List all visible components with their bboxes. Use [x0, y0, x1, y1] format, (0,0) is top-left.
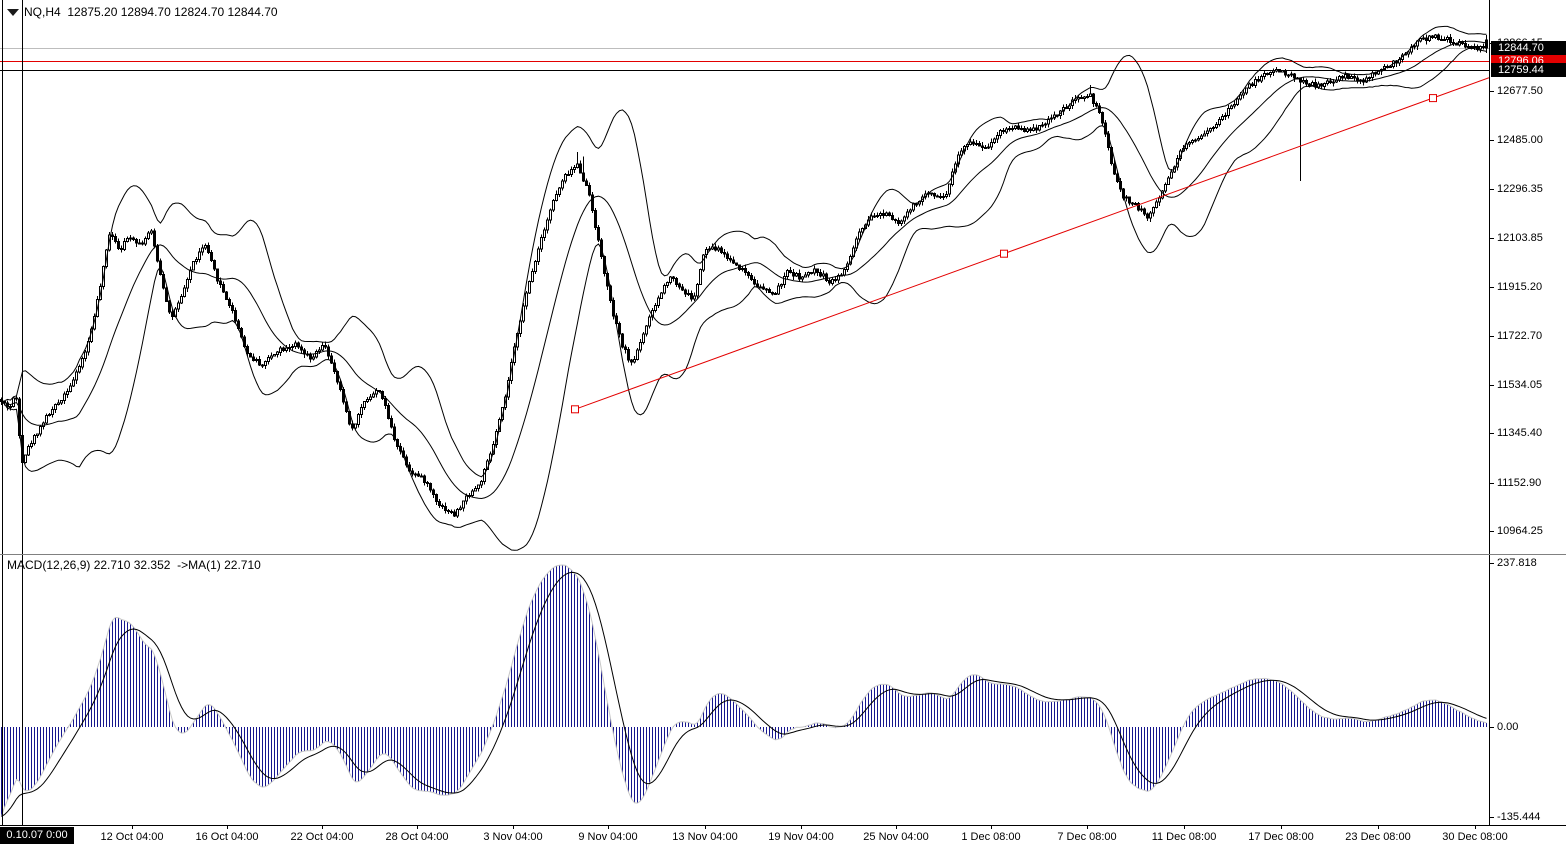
current-price-box: 12844.70	[1491, 41, 1566, 55]
time-axis-label: 9 Nov 04:00	[578, 831, 638, 843]
time-axis-label: 3 Nov 04:00	[483, 831, 543, 843]
price-axis-label: 11534.05	[1497, 378, 1543, 391]
chart-title-ohlc: NQ,H4 12875.20 12894.70 12824.70 12844.7…	[24, 5, 278, 19]
price-axis-label: 11152.90	[1497, 476, 1542, 489]
vline-time-box: 0.10.07 0:00	[0, 827, 74, 844]
price-axis-label: 11722.70	[1497, 330, 1543, 343]
level-price-box: 12759.44	[1491, 63, 1566, 77]
macd-indicator-label: MACD(12,26,9) 22.710 32.352 ->MA(1) 22.7…	[7, 558, 261, 572]
time-axis-label: 23 Dec 08:00	[1345, 831, 1411, 843]
price-axis-label: 12677.50	[1497, 85, 1543, 97]
price-axis-label: 10964.25	[1497, 524, 1543, 537]
price-axis-label: 11345.40	[1497, 427, 1543, 440]
time-axis-label: 1 Dec 08:00	[961, 831, 1021, 843]
macd-axis-label: 0.00	[1497, 721, 1519, 733]
time-axis-label: 17 Dec 08:00	[1248, 831, 1314, 843]
macd-axis-label: 237.818	[1497, 557, 1537, 569]
time-axis-label: 11 Dec 08:00	[1151, 831, 1217, 843]
time-axis-label: 12 Oct 04:00	[100, 831, 164, 843]
price-axis-label: 11915.20	[1497, 280, 1543, 293]
price-axis-label: 12103.85	[1497, 232, 1543, 245]
time-axis-label: 30 Dec 08:00	[1442, 831, 1508, 843]
symbol-dropdown-icon[interactable]	[7, 9, 19, 16]
time-axis-label: 16 Oct 04:00	[195, 831, 259, 843]
time-axis-label: 22 Oct 04:00	[290, 831, 354, 843]
price-axis-label: 12485.00	[1497, 134, 1543, 147]
time-axis-label: 25 Nov 04:00	[863, 831, 929, 843]
price-axis-label: 12296.35	[1497, 182, 1543, 195]
time-axis-label: 19 Nov 04:00	[768, 831, 834, 843]
macd-axis-label: -135.444	[1497, 811, 1541, 823]
time-axis-label: 13 Nov 04:00	[672, 831, 738, 843]
time-axis-label: 28 Oct 04:00	[385, 831, 449, 843]
time-axis-label: 7 Dec 08:00	[1057, 831, 1117, 843]
